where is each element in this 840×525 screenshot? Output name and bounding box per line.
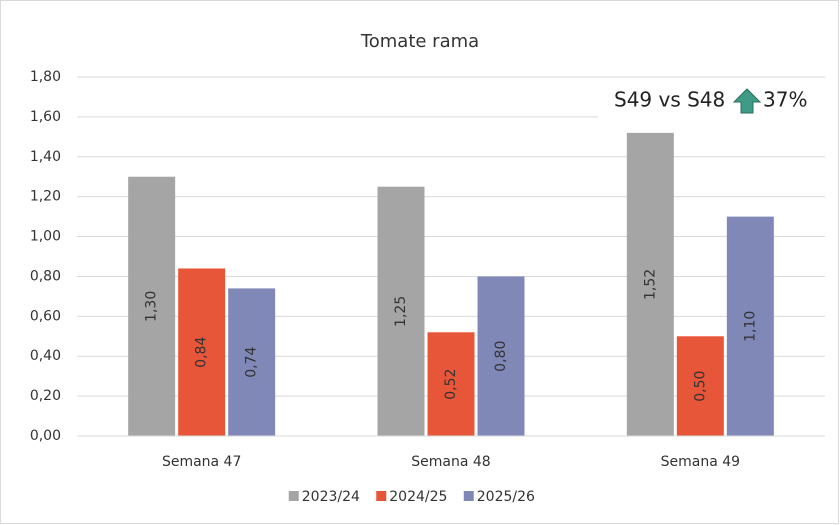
legend-swatch xyxy=(463,491,474,501)
y-tick-label: 0,80 xyxy=(30,268,61,284)
data-label: 0,52 xyxy=(443,369,459,400)
bar xyxy=(726,216,774,436)
y-tick-label: 1,80 xyxy=(30,69,61,85)
bar xyxy=(626,132,674,436)
y-tick-label: 1,20 xyxy=(30,189,61,205)
data-label: 0,80 xyxy=(493,341,509,372)
data-label: 0,74 xyxy=(244,347,260,378)
legend-label: 2024/25 xyxy=(389,489,447,505)
annotation-bg xyxy=(598,84,830,118)
legend-swatch xyxy=(376,491,387,501)
y-tick-label: 0,40 xyxy=(30,348,61,364)
data-label: 0,50 xyxy=(692,371,708,402)
bar xyxy=(178,268,226,436)
data-label: 0,84 xyxy=(194,337,210,368)
data-label: 1,25 xyxy=(393,296,409,327)
bar xyxy=(228,288,276,436)
y-tick-label: 0,20 xyxy=(30,388,61,404)
x-tick-label: Semana 47 xyxy=(162,454,241,470)
data-label: 1,10 xyxy=(742,311,758,342)
y-tick-label: 1,60 xyxy=(30,109,61,125)
bar xyxy=(377,186,425,436)
bar xyxy=(676,336,724,436)
legend-label: 2025/26 xyxy=(477,489,535,505)
data-label: 1,30 xyxy=(144,291,160,322)
arrow-icon xyxy=(732,88,762,114)
bar xyxy=(128,176,176,436)
bar xyxy=(477,276,525,436)
annotation-change: 37% xyxy=(763,88,807,112)
annotation-text: S49 vs S48 xyxy=(614,88,725,112)
x-tick-label: Semana 48 xyxy=(411,454,490,470)
y-tick-label: 1,00 xyxy=(30,229,61,245)
legend-swatch xyxy=(288,491,299,501)
y-tick-label: 1,40 xyxy=(30,149,61,165)
chart-title: Tomate rama xyxy=(360,31,479,52)
y-tick-label: 0,00 xyxy=(30,428,61,444)
y-tick-label: 0,60 xyxy=(30,308,61,324)
x-tick-label: Semana 49 xyxy=(661,454,740,470)
data-label: 1,52 xyxy=(642,269,658,300)
bar xyxy=(427,332,475,436)
legend-label: 2023/24 xyxy=(302,489,360,505)
